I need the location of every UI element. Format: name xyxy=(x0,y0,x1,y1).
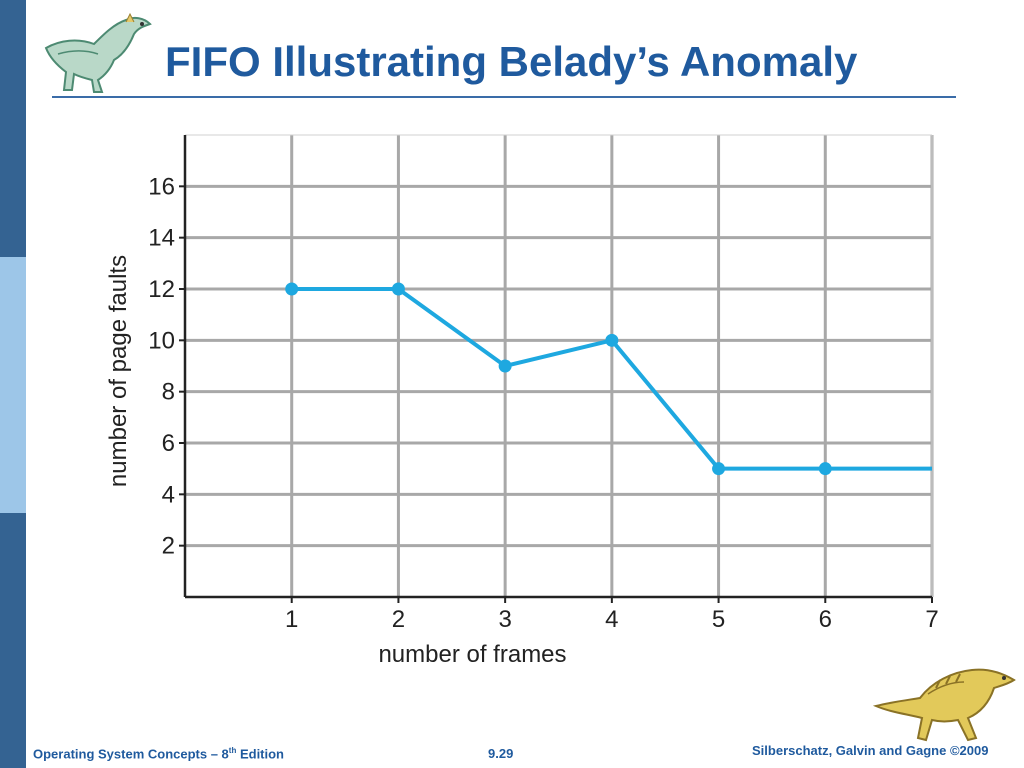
x-tick-label: 1 xyxy=(285,606,298,633)
footer-book-name: Operating System Concepts – 8 xyxy=(33,746,229,762)
y-tick-label: 12 xyxy=(148,276,175,303)
data-point xyxy=(605,333,619,347)
x-tick-label: 7 xyxy=(925,606,938,633)
footer-authors: Silberschatz, Galvin and Gagne ©2009 xyxy=(752,743,989,758)
x-tick-label: 3 xyxy=(498,606,511,633)
x-tick-label: 6 xyxy=(819,606,832,633)
y-tick-label: 8 xyxy=(162,379,175,406)
x-axis-label: number of frames xyxy=(378,641,566,668)
data-point xyxy=(391,282,405,296)
footer-edition-suffix: Edition xyxy=(236,746,285,762)
side-bar-highlight xyxy=(0,257,26,513)
data-point xyxy=(818,462,832,476)
y-axis-label: number of page faults xyxy=(105,255,132,487)
side-bar xyxy=(0,0,26,768)
data-point xyxy=(285,282,299,296)
y-tick-label: 6 xyxy=(162,430,175,457)
footer-page-number: 9.29 xyxy=(488,746,514,761)
y-tick-label: 16 xyxy=(148,173,175,200)
x-tick-label: 4 xyxy=(605,606,618,633)
slide-title: FIFO Illustrating Belady’s Anomaly xyxy=(165,38,858,85)
footer-edition-superscript: th xyxy=(228,746,237,755)
data-point xyxy=(712,462,726,476)
footer-book-title: Operating System Concepts – 8th Edition xyxy=(33,746,284,761)
dinosaur-footer-icon xyxy=(872,668,1016,742)
title-underline xyxy=(52,96,956,98)
x-tick-label: 2 xyxy=(392,606,405,633)
dinosaur-logo-icon xyxy=(44,12,152,93)
y-tick-label: 4 xyxy=(162,481,175,508)
y-tick-label: 10 xyxy=(148,327,175,354)
y-tick-label: 2 xyxy=(162,533,175,560)
x-tick-label: 5 xyxy=(712,606,725,633)
data-point xyxy=(498,359,512,373)
y-tick-label: 14 xyxy=(148,225,175,252)
